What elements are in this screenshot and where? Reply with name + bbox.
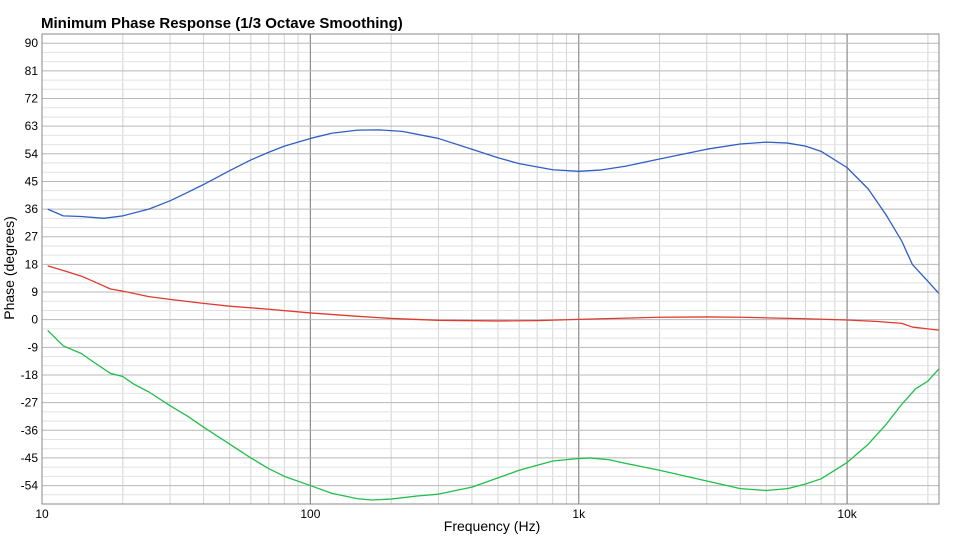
- y-tick-label: 90: [25, 36, 39, 50]
- y-tick-label: 18: [25, 257, 39, 271]
- y-tick-label: 81: [25, 64, 39, 78]
- chart-title: Minimum Phase Response (1/3 Octave Smoot…: [41, 15, 403, 32]
- x-axis-label: Frequency (Hz): [444, 518, 540, 534]
- y-tick-label: -54: [21, 479, 39, 493]
- series-line-2: [47, 265, 940, 331]
- y-tick-label: 45: [25, 174, 39, 188]
- y-tick-label: -18: [21, 368, 39, 382]
- x-tick-labels: 10 100 1k 10k: [35, 507, 857, 521]
- x-tick-label: 10: [35, 507, 49, 521]
- grid-minor: [42, 33, 939, 504]
- plot-frame: [41, 33, 940, 505]
- y-tick-label: 63: [25, 119, 39, 133]
- y-axis-label: Phase (degrees): [1, 216, 17, 320]
- y-tick-label: 0: [31, 313, 38, 327]
- y-tick-label: -9: [27, 340, 38, 354]
- y-tick-label: 54: [25, 147, 39, 161]
- x-tick-label: 10k: [837, 507, 857, 521]
- series-layer: [47, 129, 940, 501]
- y-tick-label: 27: [25, 230, 39, 244]
- y-tick-label: 36: [25, 202, 39, 216]
- y-tick-label: 9: [31, 285, 38, 299]
- x-tick-label: 1k: [572, 507, 586, 521]
- y-tick-label: -45: [21, 451, 39, 465]
- y-tick-label: 72: [25, 92, 39, 106]
- y-tick-label: -27: [21, 396, 39, 410]
- grid-major: [42, 34, 939, 504]
- x-tick-label: 100: [300, 507, 320, 521]
- series-line-3: [47, 329, 940, 501]
- plot-area: [42, 34, 939, 504]
- y-tick-label: -36: [21, 423, 39, 437]
- series-line-1: [47, 129, 940, 295]
